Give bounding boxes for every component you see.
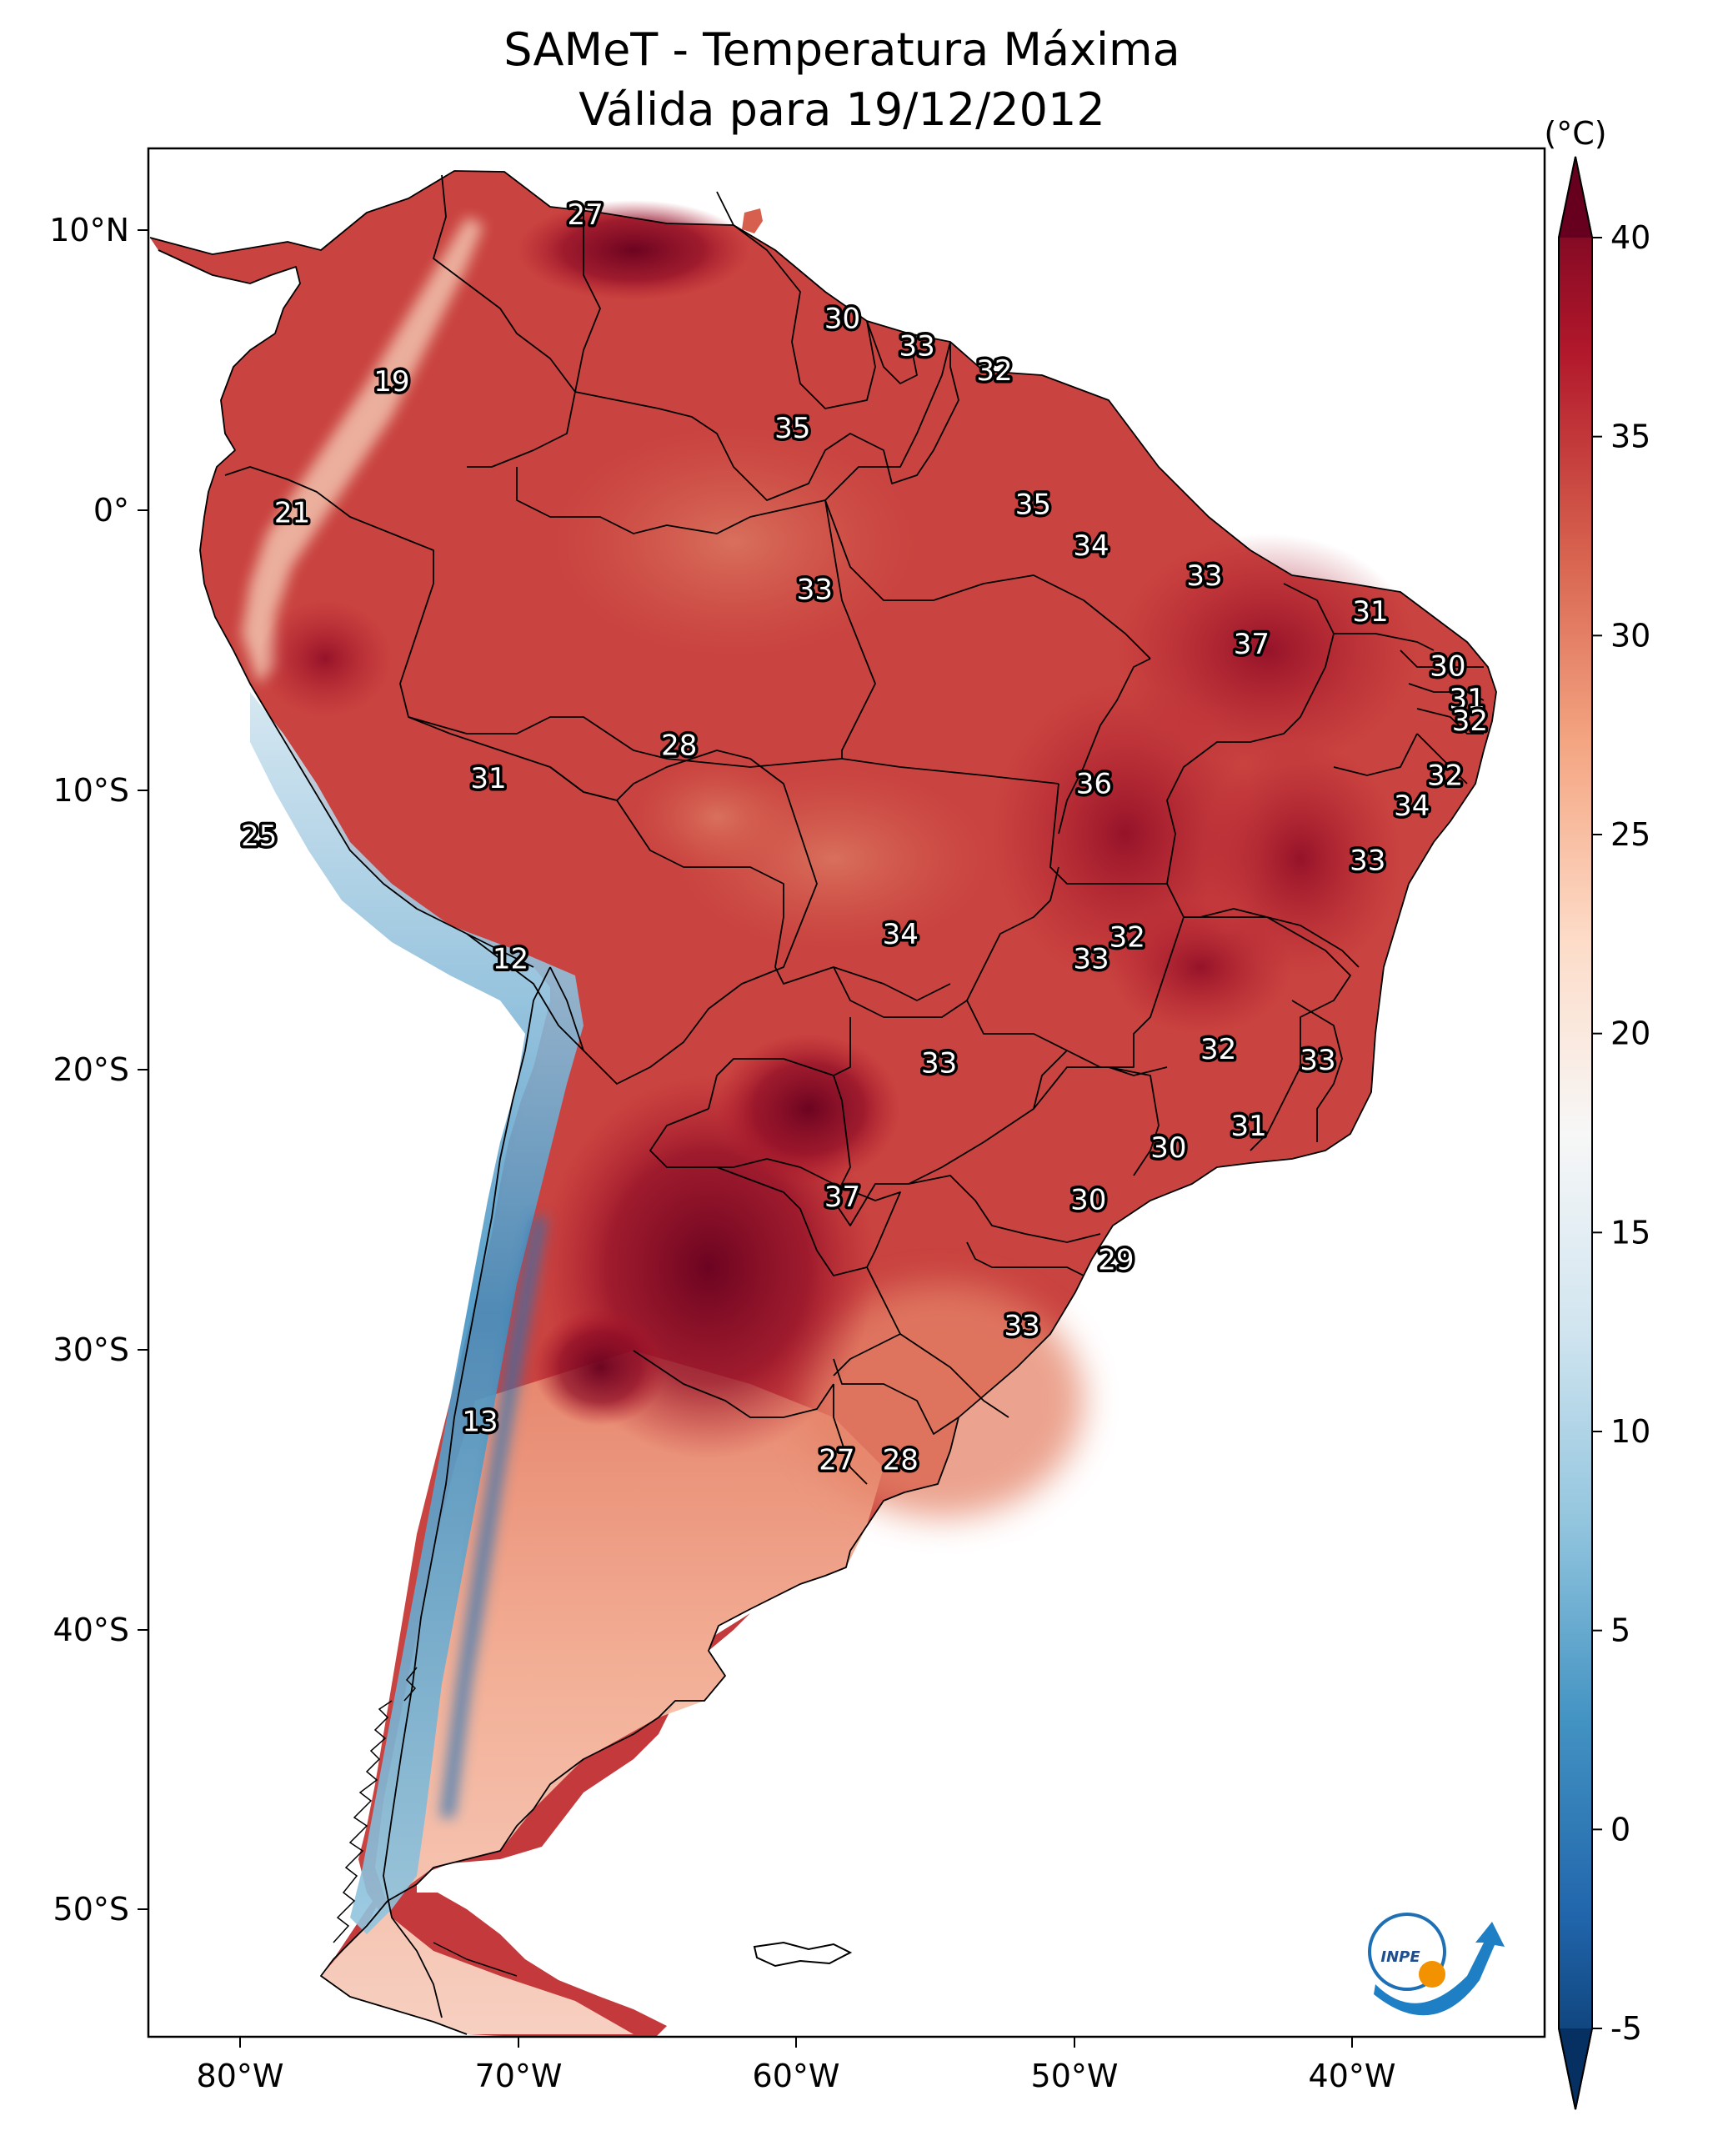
temperature-value-label: 30 xyxy=(1070,1184,1106,1217)
lon-label: 50°W xyxy=(1031,2058,1119,2094)
lon-label: 70°W xyxy=(475,2058,563,2094)
lon-label: 40°W xyxy=(1309,2058,1396,2094)
temperature-value-label: 34 xyxy=(1394,790,1430,823)
temperature-value-label: 28 xyxy=(883,1443,919,1477)
logo-swoosh xyxy=(1374,1922,1505,2016)
temperature-value-label: 33 xyxy=(921,1046,957,1080)
temperature-value-label: 33 xyxy=(797,574,833,607)
lat-label: 0° xyxy=(93,492,129,529)
temperature-value-label: 30 xyxy=(824,303,860,336)
logo-text: INPE xyxy=(1380,1948,1420,1966)
colorbar-bar xyxy=(1558,156,1593,2110)
temperature-value-label: 33 xyxy=(1004,1310,1039,1343)
uruguay-shading xyxy=(800,1284,1084,1517)
lon-label: 60°W xyxy=(753,2058,840,2094)
colorbar: (°C) 40 35 30 25 20 15 10 5 0 -5 xyxy=(1544,115,1650,2110)
temperature-value-label: 30 xyxy=(1430,649,1465,683)
colorbar-top-extension xyxy=(1559,157,1592,238)
chile-fjords xyxy=(333,1667,518,1977)
temperature-value-label: 32 xyxy=(1200,1033,1236,1066)
temperature-value-label: 30 xyxy=(1150,1131,1186,1165)
temperature-value-label: 27 xyxy=(819,1443,854,1477)
temperature-value-label: 28 xyxy=(661,730,697,763)
caribbean-island xyxy=(742,208,763,233)
temperature-value-label: 36 xyxy=(1076,768,1112,801)
inpe-logo: INPE xyxy=(1368,1913,1505,2016)
lat-label: 50°S xyxy=(53,1891,129,1928)
temperature-value-label: 33 xyxy=(1350,845,1385,878)
colorbar-tick-label: -5 xyxy=(1610,2010,1642,2047)
logo-ring xyxy=(1368,1913,1446,1991)
lat-label: 20°S xyxy=(53,1051,129,1088)
temperature-value-label: 31 xyxy=(470,762,506,795)
colorbar-tick-label: 5 xyxy=(1610,1612,1630,1649)
temperature-value-label: 37 xyxy=(1234,628,1270,661)
temperature-value-label: 13 xyxy=(462,1405,498,1438)
temperature-value-label: 35 xyxy=(774,412,810,445)
axis-ticks xyxy=(138,229,1353,2048)
temperature-value-label: 25 xyxy=(241,820,277,853)
pale-rondonia xyxy=(634,759,800,875)
logo-dot xyxy=(1419,1961,1445,1988)
temperature-value-label: 21 xyxy=(274,497,310,530)
temperature-value-label: 32 xyxy=(1109,920,1145,954)
lat-label: 10°S xyxy=(53,772,129,809)
falkland-islands xyxy=(753,1941,853,1968)
colorbar-bottom-extension xyxy=(1559,2028,1592,2109)
temperature-value-label: 33 xyxy=(1073,943,1109,976)
temperature-value-label: 32 xyxy=(976,354,1012,388)
colorbar-tick-label: 20 xyxy=(1610,1015,1650,1052)
longitude-labels: 80°W 70°W 60°W 50°W 40°W xyxy=(197,2058,1396,2094)
lon-label: 80°W xyxy=(197,2058,284,2094)
map-frame xyxy=(147,147,1546,2038)
chart-title-line2: Válida para 19/12/2012 xyxy=(579,83,1104,136)
latitude-labels: 10°N 0° 10°S 20°S 30°S 40°S 50°S xyxy=(49,212,129,1928)
north-andes-pale xyxy=(242,217,483,684)
colorbar-tick-label: 0 xyxy=(1610,1811,1630,1848)
colorbar-tick-label: 35 xyxy=(1610,419,1650,455)
colorbar-tick-label: 40 xyxy=(1610,219,1650,256)
temperature-value-label: 34 xyxy=(883,918,919,951)
colorbar-unit: (°C) xyxy=(1544,115,1606,152)
temperature-value-label: 29 xyxy=(1098,1244,1134,1277)
hot-core-cordoba xyxy=(533,1309,667,1426)
lat-label: 10°N xyxy=(49,212,129,248)
hot-core-minas xyxy=(1109,900,1292,1034)
colorbar-ticks: 40 35 30 25 20 15 10 5 0 -5 xyxy=(1592,219,1650,2047)
temperature-value-label: 31 xyxy=(1352,595,1388,629)
temperature-value-label: 35 xyxy=(1015,489,1051,522)
temperature-value-label: 32 xyxy=(1452,704,1488,738)
temperature-value-label: 37 xyxy=(824,1181,860,1214)
hot-core-peru xyxy=(258,600,392,717)
chart-title-line1: SAMeT - Temperatura Máxima xyxy=(503,23,1180,76)
temperature-value-label: 33 xyxy=(1186,559,1222,593)
temperature-value-label: 27 xyxy=(567,198,603,232)
country-borders xyxy=(149,170,1497,2035)
andes-cold-belt xyxy=(250,692,584,1934)
colorbar-tick-label: 15 xyxy=(1610,1214,1650,1251)
temperature-value-label: 31 xyxy=(1449,683,1485,716)
colorbar-tick-label: 10 xyxy=(1610,1413,1650,1450)
temperature-value-label: 31 xyxy=(1230,1110,1266,1143)
colorbar-tick-label: 25 xyxy=(1610,816,1650,853)
pale-amazon xyxy=(550,425,917,659)
temperature-value-label: 19 xyxy=(373,365,409,399)
temperature-value-label: 32 xyxy=(1427,760,1463,793)
temperature-value-label: 34 xyxy=(1073,529,1109,563)
hot-core-pantanal xyxy=(717,1034,900,1184)
temperature-value-label: 33 xyxy=(1300,1044,1335,1077)
andes-deep-core xyxy=(440,1217,547,1818)
temperature-value-label: 33 xyxy=(899,329,934,363)
lat-label: 30°S xyxy=(53,1331,129,1368)
lat-label: 40°S xyxy=(53,1612,129,1648)
hot-core-venezuela xyxy=(517,200,750,300)
map-area xyxy=(149,170,1497,2037)
temperature-value-label: 12 xyxy=(493,943,528,976)
colorbar-tick-label: 30 xyxy=(1610,617,1650,654)
